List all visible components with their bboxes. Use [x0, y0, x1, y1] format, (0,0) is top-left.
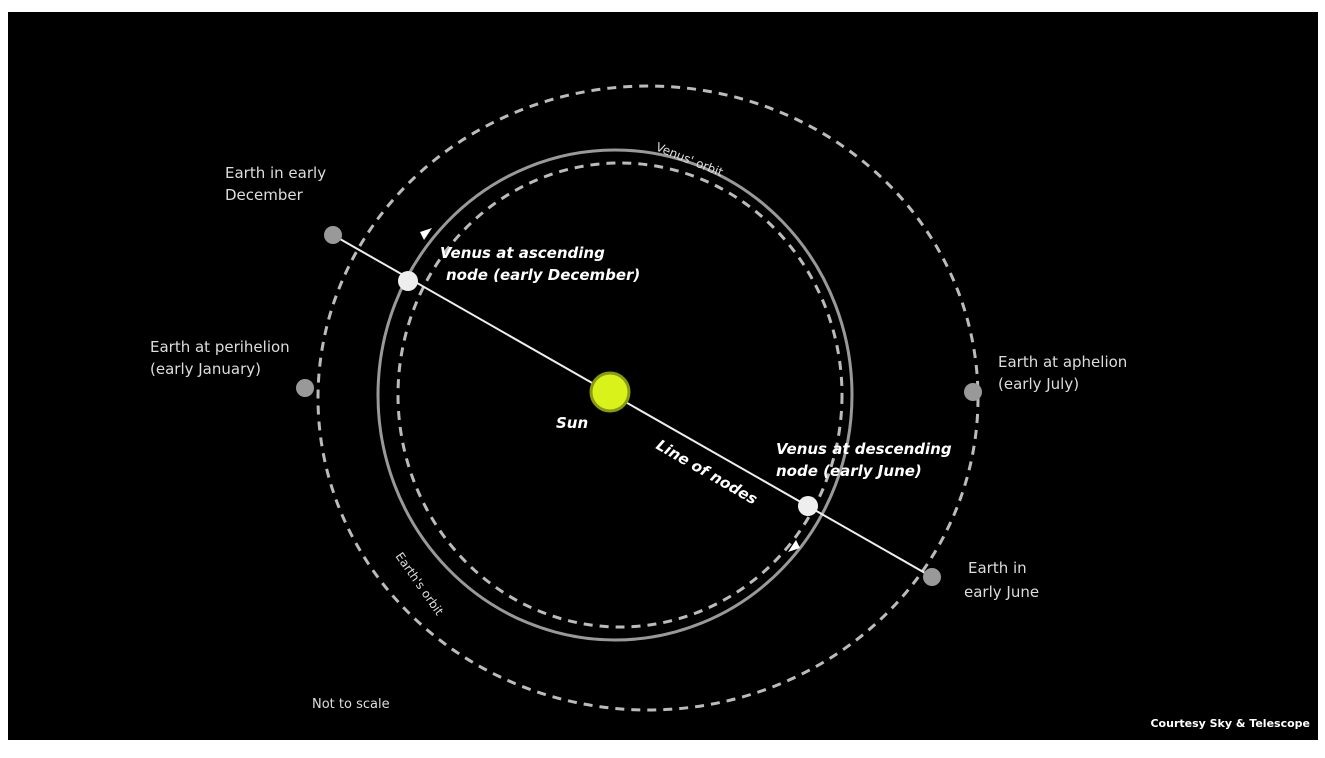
note: Not to scale: [312, 697, 390, 712]
label: Sun: [556, 414, 588, 432]
earth-dot: [923, 568, 941, 586]
earth-dot: [296, 379, 314, 397]
diagram: Earth in earlyDecember Venus at ascendin…: [0, 0, 1325, 754]
credit: Courtesy Sky & Telescope: [1150, 717, 1310, 730]
sun: [591, 373, 629, 411]
venus-dot: [398, 271, 418, 291]
earth-dot: [324, 226, 342, 244]
earth-dot: [964, 383, 982, 401]
venus-dot: [798, 496, 818, 516]
